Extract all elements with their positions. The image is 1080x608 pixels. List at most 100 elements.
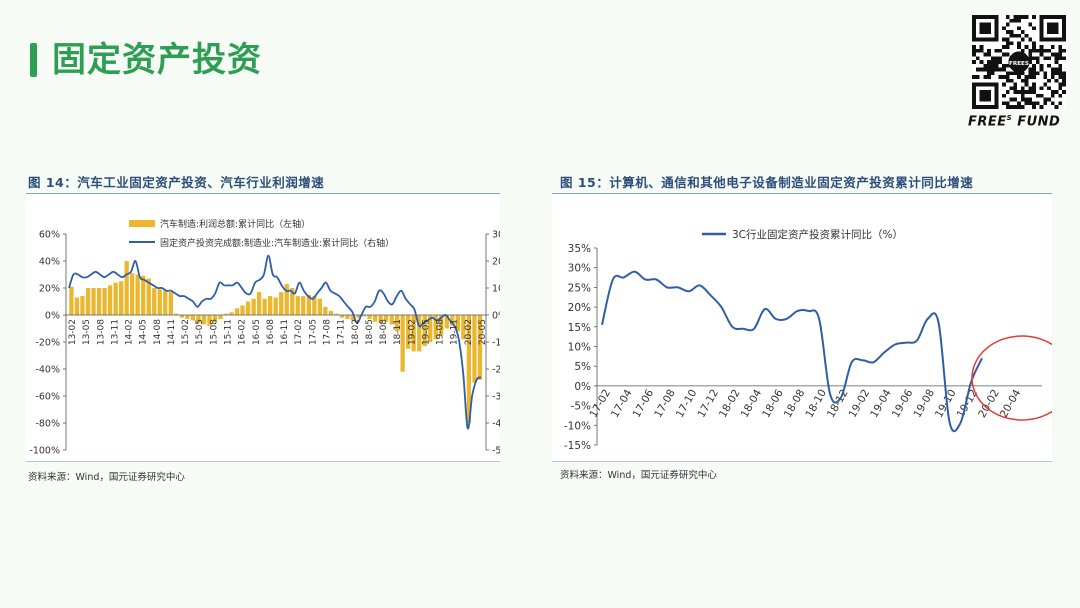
qr-module bbox=[1017, 101, 1021, 106]
qr-center-badge bbox=[1008, 51, 1030, 73]
qr-module bbox=[1062, 82, 1066, 87]
y-tick-label: -15% bbox=[564, 440, 591, 452]
qr-module bbox=[1009, 97, 1014, 102]
left-chart-bottom-rule bbox=[26, 461, 500, 462]
profit-bar bbox=[466, 315, 471, 423]
qr-module bbox=[1017, 33, 1021, 38]
qr-module bbox=[998, 60, 1003, 64]
x-tick-label: 16-05 bbox=[252, 319, 262, 345]
profit-bar bbox=[218, 315, 223, 319]
qr-module bbox=[1024, 78, 1029, 83]
profit-bar bbox=[378, 315, 383, 324]
qr-module bbox=[1032, 56, 1036, 61]
y-tick-label: 25% bbox=[568, 282, 591, 294]
left-figure-title: 图 14：汽车工业固定资产投资、汽车行业利润增速 bbox=[28, 175, 325, 190]
qr-module bbox=[1043, 71, 1048, 76]
qr-module bbox=[998, 67, 1003, 72]
qr-module bbox=[1039, 63, 1044, 68]
profit-bar bbox=[339, 315, 345, 318]
profit-bar bbox=[245, 301, 251, 315]
profit-bar bbox=[146, 278, 151, 315]
profit-bar bbox=[113, 282, 118, 315]
left-y-tick-label: 0% bbox=[45, 311, 60, 322]
qr-module bbox=[1024, 33, 1029, 38]
right-y-tick-label: 20% bbox=[492, 257, 500, 268]
qr-module bbox=[1009, 71, 1014, 76]
qr-module bbox=[1058, 48, 1063, 53]
profit-bar bbox=[439, 315, 444, 336]
qr-module bbox=[1035, 56, 1040, 61]
qr-module bbox=[983, 63, 988, 68]
qr-module bbox=[1058, 63, 1063, 68]
qr-module bbox=[1058, 67, 1063, 72]
qr-module bbox=[1013, 33, 1018, 38]
x-tick-label: 15-05 bbox=[195, 319, 205, 345]
qr-module bbox=[994, 67, 999, 72]
qr-module bbox=[1013, 15, 1018, 19]
qr-module bbox=[987, 63, 991, 68]
right-figure-source: 资料来源：Wind，国元证券研究中心 bbox=[560, 470, 717, 481]
y-tick-label: 35% bbox=[568, 243, 591, 255]
profit-bar bbox=[102, 288, 107, 315]
qr-module bbox=[1039, 105, 1044, 109]
profit-bar bbox=[389, 315, 394, 325]
qr-module bbox=[1050, 71, 1055, 76]
qr-module bbox=[1032, 75, 1036, 79]
qr-module bbox=[1020, 71, 1025, 76]
profit-bar bbox=[417, 315, 422, 352]
qr-module bbox=[990, 63, 995, 68]
profit-bar bbox=[356, 315, 361, 318]
profit-bar bbox=[395, 315, 400, 332]
qr-module bbox=[1020, 93, 1025, 98]
profit-bar bbox=[251, 298, 256, 315]
qr-module bbox=[1024, 90, 1029, 94]
right-y-tick-label: 0% bbox=[492, 311, 500, 322]
x-tick-label: 18-02 bbox=[351, 319, 361, 345]
qr-module bbox=[1013, 18, 1018, 23]
profit-bar bbox=[141, 275, 146, 315]
left-y-tick-label: -20% bbox=[35, 338, 60, 349]
qr-module bbox=[1028, 56, 1033, 61]
profit-bar bbox=[124, 261, 129, 315]
qr-module bbox=[1032, 45, 1036, 49]
qr-module bbox=[1054, 67, 1059, 72]
qr-module bbox=[1028, 52, 1033, 57]
qr-module bbox=[1050, 101, 1055, 106]
x-tick-label: 14-05 bbox=[139, 319, 149, 345]
qr-module bbox=[1013, 71, 1018, 76]
qr-module bbox=[1024, 82, 1029, 87]
qr-module bbox=[1047, 63, 1051, 68]
qr-module bbox=[1062, 48, 1066, 53]
qr-module bbox=[1024, 75, 1029, 79]
profit-bar bbox=[450, 315, 455, 326]
right-chart-bottom-rule bbox=[552, 461, 1052, 462]
y-tick-label: 15% bbox=[568, 322, 591, 334]
left-y-tick-label: -100% bbox=[29, 446, 60, 457]
qr-module bbox=[1005, 37, 1010, 42]
profit-bar bbox=[196, 315, 201, 324]
right-y-tick-label: -40% bbox=[492, 419, 500, 430]
qr-module bbox=[1017, 18, 1021, 23]
profit-bar bbox=[185, 315, 190, 319]
right-y-tick-label: -20% bbox=[492, 365, 500, 376]
qr-finder-bl-core bbox=[979, 90, 991, 102]
qr-module bbox=[1062, 71, 1066, 76]
x-tick-label: 13-11 bbox=[110, 319, 120, 345]
page-title: 固定资产投资 bbox=[52, 40, 262, 80]
qr-module bbox=[1043, 56, 1048, 61]
qr-module bbox=[1039, 52, 1044, 57]
x-tick-label: 13-02 bbox=[68, 319, 78, 345]
qr-module bbox=[983, 75, 988, 79]
profit-bar bbox=[174, 313, 179, 315]
x-tick-label: 13-05 bbox=[82, 319, 92, 345]
qr-module bbox=[1005, 90, 1010, 94]
qr-module bbox=[1013, 105, 1018, 109]
qr-module bbox=[987, 52, 991, 57]
qr-module bbox=[1024, 15, 1029, 19]
left-figure-source: 资料来源：Wind，国元证券研究中心 bbox=[28, 472, 185, 483]
qr-module bbox=[1020, 48, 1025, 53]
qr-module bbox=[987, 67, 991, 72]
qr-module bbox=[1028, 48, 1033, 53]
qr-module bbox=[1020, 78, 1025, 83]
x-tick-label: 17-08 bbox=[323, 319, 333, 345]
